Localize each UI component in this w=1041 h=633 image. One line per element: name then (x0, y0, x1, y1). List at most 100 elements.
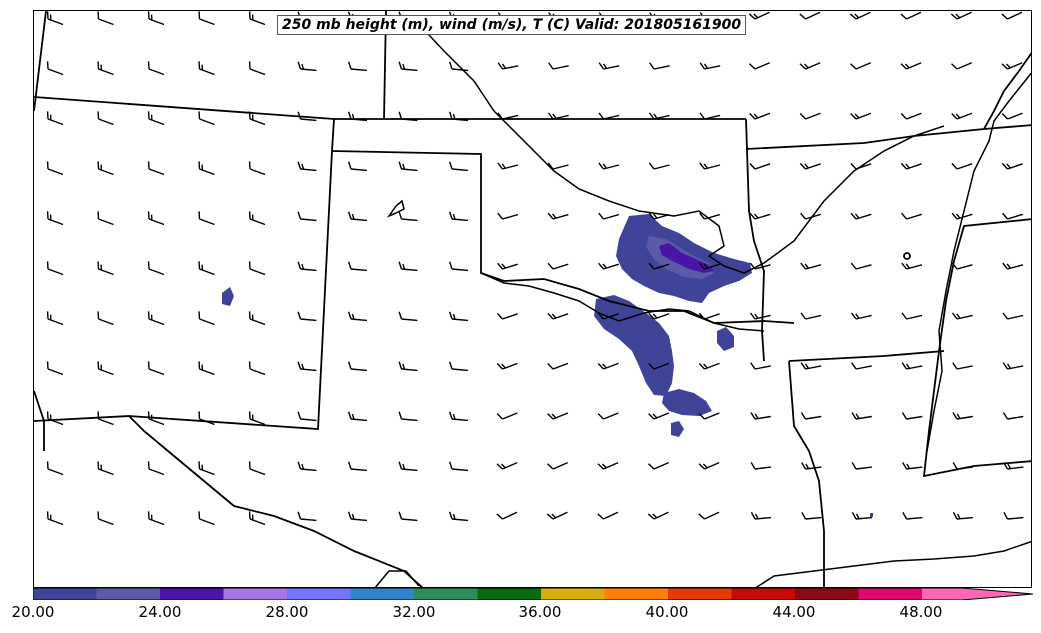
wind-barb (598, 112, 620, 120)
wind-barb (398, 511, 418, 522)
wind-barb (97, 161, 114, 176)
wind-barb (698, 312, 720, 320)
temperature-area-west (222, 287, 234, 306)
wind-barb (648, 212, 670, 220)
wind-barb (496, 511, 518, 520)
wind-barb (496, 412, 518, 420)
wind-barb (97, 261, 114, 276)
wind-barb (347, 111, 368, 122)
wind-barb (800, 312, 822, 320)
wind-barb (46, 311, 64, 326)
wind-barb (97, 461, 114, 476)
wind-barb (198, 161, 215, 176)
wind-barb (398, 311, 418, 322)
wind-barb (297, 61, 317, 72)
border-ms-river (922, 218, 1031, 478)
wind-barb (901, 412, 923, 420)
wind-barb (1001, 112, 1023, 120)
wind-barb (97, 361, 114, 376)
temperature-area-central (594, 295, 674, 396)
border-ok-panhandle (331, 150, 795, 324)
wind-barb (248, 211, 266, 226)
colorbar-segment (541, 588, 605, 600)
wind-barb (547, 112, 569, 120)
wind-barb (902, 462, 923, 470)
wind-barb (850, 62, 872, 70)
wind-barb (297, 411, 317, 422)
wind-barb (699, 62, 721, 70)
wind-barb (46, 61, 64, 76)
wind-barb (547, 312, 569, 320)
colorbar-segment (33, 588, 97, 600)
wind-barb (448, 161, 469, 172)
wind-barb (297, 111, 317, 122)
wind-barb (598, 162, 620, 170)
wind-barb (497, 262, 518, 270)
wind-barb (950, 11, 972, 20)
wind-barb (248, 11, 266, 26)
colorbar-segment (223, 588, 288, 600)
colorbar-segment (604, 588, 669, 600)
wind-barb (546, 511, 568, 520)
mississippi-river (926, 72, 1031, 452)
colorbar-segment (160, 588, 224, 600)
colorbar-label: 44.00 (772, 603, 816, 621)
wind-barb (598, 212, 620, 220)
wind-barb (951, 312, 973, 320)
wind-barb (649, 62, 670, 70)
wind-barb (598, 262, 619, 270)
wind-barb (497, 112, 519, 120)
wind-barb (347, 411, 368, 422)
wind-barb (46, 161, 64, 176)
wind-barb (850, 162, 872, 170)
wind-barb (1002, 212, 1024, 220)
wind-barb (597, 511, 619, 520)
wind-barb (748, 11, 770, 20)
wind-barb (597, 362, 619, 370)
wind-barb (951, 62, 973, 70)
wind-barb (46, 461, 64, 476)
wind-barb (496, 312, 518, 320)
wind-barb (198, 461, 215, 476)
wind-barb (347, 511, 368, 522)
wind-barb (347, 361, 368, 372)
wind-barb (147, 11, 165, 26)
wind-barb (801, 462, 822, 470)
wind-barb (1002, 262, 1024, 270)
wind-barb (198, 311, 215, 326)
wind-barb (900, 112, 922, 120)
wind-barb (648, 262, 670, 270)
temperature-area-south (662, 389, 712, 416)
wind-barb (698, 511, 720, 520)
wind-barb (147, 111, 165, 126)
wind-barb (297, 511, 317, 522)
wind-barb (398, 411, 418, 422)
wind-barb (952, 412, 973, 420)
wind-barb (497, 162, 519, 170)
wind-barb (849, 11, 871, 20)
wind-barb (598, 62, 620, 70)
colorbar-segment (668, 588, 732, 600)
wind-barb (699, 212, 721, 220)
wind-barb (648, 112, 670, 120)
wind-barb (900, 11, 922, 20)
wind-barb (297, 211, 317, 222)
wind-barb (398, 361, 418, 372)
wind-barb (951, 112, 973, 120)
wind-barb (347, 161, 368, 172)
wind-barb (901, 262, 923, 270)
wind-barb (750, 412, 771, 420)
temperature-area-small1 (671, 421, 684, 437)
colorbar-segment (350, 588, 415, 600)
wind-barb (347, 261, 368, 272)
wind-barb (800, 412, 822, 420)
wind-barb (448, 211, 469, 222)
wind-barb (248, 61, 266, 76)
wind-barb (147, 511, 165, 526)
wind-barb (597, 412, 619, 420)
wind-barb (851, 511, 873, 520)
wind-barb (248, 311, 266, 326)
wind-barb (698, 461, 720, 470)
wind-barb (951, 162, 973, 170)
wind-barb (800, 362, 822, 370)
